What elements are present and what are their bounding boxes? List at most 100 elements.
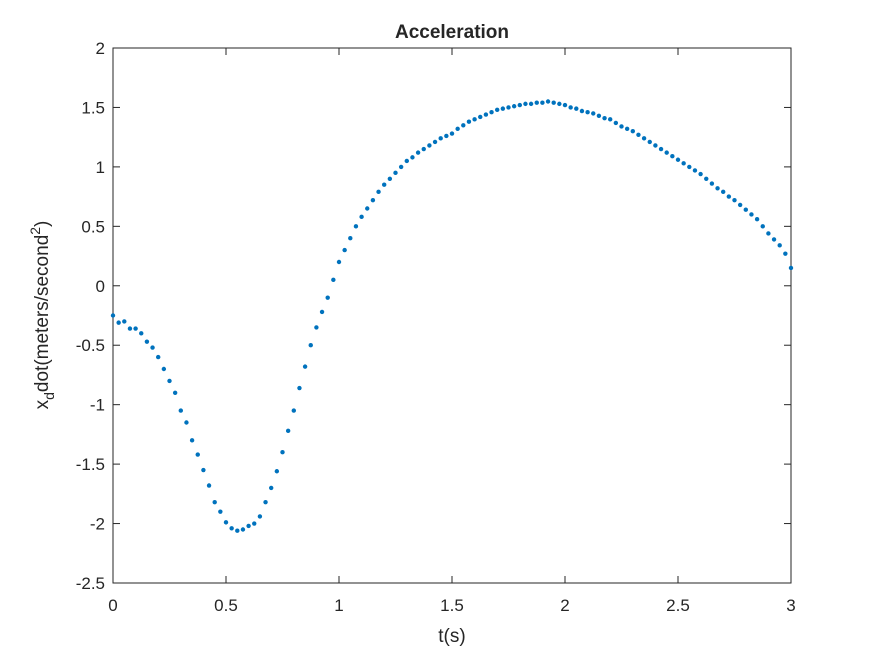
y-tick-label: 0 (96, 277, 105, 296)
point (511, 104, 517, 109)
point (297, 385, 302, 391)
point (172, 390, 178, 395)
point (376, 189, 381, 195)
point (116, 320, 121, 325)
point (478, 114, 483, 120)
point (331, 277, 336, 283)
point (133, 326, 138, 331)
point (641, 136, 647, 141)
point (314, 325, 319, 330)
point (421, 146, 426, 152)
point (613, 120, 619, 126)
point (534, 100, 539, 105)
point (404, 158, 409, 164)
point (517, 102, 522, 108)
point (144, 339, 150, 344)
y-label-sup: 2 (27, 227, 43, 235)
point (574, 106, 579, 111)
point (540, 100, 545, 105)
point (466, 119, 472, 124)
y-tick-label: -0.5 (76, 336, 105, 355)
point (302, 364, 308, 369)
point (743, 207, 748, 212)
point (523, 101, 528, 107)
point (127, 326, 133, 331)
point (359, 214, 364, 220)
point (500, 106, 506, 111)
point (461, 123, 466, 128)
point (195, 452, 200, 457)
point (630, 129, 635, 134)
point (483, 112, 489, 117)
point (715, 186, 720, 191)
y-tick-label: 2 (96, 39, 105, 58)
point (472, 117, 477, 122)
point (444, 133, 449, 139)
x-tick-label: 3 (786, 596, 795, 615)
y-tick-label: -2.5 (76, 574, 105, 593)
point (240, 527, 246, 532)
y-tick-label: -2 (90, 515, 105, 534)
point (726, 194, 732, 199)
point (150, 345, 155, 350)
point (365, 206, 370, 211)
point (393, 170, 398, 176)
y-label-part: ) (32, 221, 53, 227)
x-axis-label: t(s) (438, 626, 465, 647)
point (568, 105, 573, 110)
point (353, 224, 359, 229)
point (495, 107, 500, 113)
y-label-part: x (32, 399, 53, 409)
point (732, 197, 737, 203)
x-tick-label: 1 (334, 596, 343, 615)
y-label-sub: d (41, 392, 57, 400)
point (438, 136, 443, 141)
point (608, 117, 613, 122)
point (291, 408, 296, 413)
y-tick-label: -1.5 (76, 455, 105, 474)
point (336, 259, 342, 265)
point (545, 99, 551, 104)
point (624, 126, 630, 132)
point (783, 251, 788, 256)
point (636, 132, 641, 137)
point (257, 514, 263, 519)
point (551, 100, 556, 105)
x-tick-label: 1.5 (440, 596, 464, 615)
point (591, 111, 596, 116)
point (308, 343, 313, 348)
point (681, 161, 686, 166)
point (246, 523, 251, 529)
point (387, 176, 393, 181)
y-tick-label: 0.5 (81, 217, 105, 236)
point (557, 101, 562, 107)
x-tick-label: 0 (108, 596, 117, 615)
point (754, 217, 760, 222)
point (189, 438, 195, 443)
point (432, 139, 438, 145)
point (280, 450, 285, 455)
point (206, 483, 212, 488)
point (252, 521, 257, 526)
point (110, 313, 116, 318)
point (184, 420, 189, 425)
point (274, 469, 280, 474)
point (489, 110, 494, 115)
point (788, 265, 794, 271)
point (647, 139, 652, 145)
point (178, 408, 183, 413)
point (596, 113, 602, 118)
point (579, 108, 585, 114)
point (269, 485, 274, 491)
point (167, 378, 172, 384)
point (687, 164, 692, 170)
x-tick-label: 2 (560, 596, 569, 615)
x-tick-label: 0.5 (214, 596, 238, 615)
point (766, 231, 771, 236)
point (398, 164, 404, 170)
point (698, 171, 703, 177)
y-label-part: dot(meters/second (32, 235, 53, 392)
point (562, 102, 568, 108)
point (212, 499, 217, 505)
point (602, 115, 607, 121)
